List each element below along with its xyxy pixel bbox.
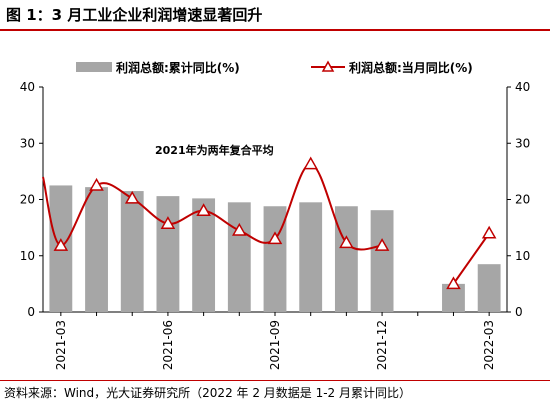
source-note: 资料来源：Wind，光大证券研究所（2022 年 2 月数据是 1-2 月累计同… [4, 386, 412, 400]
line-marker [196, 203, 211, 216]
legend-line-marker [321, 60, 335, 72]
x-ticks: 2021-03 2021-06 2021-09 2021-12 2022-03 [54, 312, 496, 370]
legend-bar-label: 利润总额:累计同比(%) [116, 60, 240, 75]
y-tick-label-right: 10 [515, 249, 530, 263]
y-ticks-left: 0 10 20 30 40 [20, 80, 43, 319]
bar [192, 198, 216, 312]
y-tick-label-left: 10 [20, 249, 35, 263]
bar [156, 196, 180, 312]
bar [477, 264, 501, 312]
y-tick-label-left: 40 [20, 80, 35, 94]
line-marker [160, 216, 176, 229]
y-tick-label-left: 30 [20, 136, 35, 150]
bar [227, 202, 251, 312]
legend-bar-swatch [76, 62, 112, 72]
chart-annotation: 2021年为两年复合平均 [155, 143, 274, 157]
y-tick-label-left: 0 [27, 305, 35, 319]
figure-title: 图 1：3 月工业企业利润增速显著回升 [6, 6, 263, 24]
bar [299, 202, 323, 312]
line-marker [339, 235, 354, 249]
line-marker [124, 190, 140, 204]
line-marker [303, 156, 318, 170]
bar [263, 206, 287, 312]
title-rule [0, 29, 550, 31]
bar-series [49, 185, 501, 312]
bar [334, 206, 358, 312]
y-tick-label-right: 40 [515, 80, 530, 94]
bottom-rule [0, 380, 550, 381]
legend: 利润总额:累计同比(%) 利润总额:当月同比(%) [76, 60, 473, 75]
y-tick-label-left: 20 [20, 193, 35, 207]
line-marker [374, 238, 390, 251]
line-markers [53, 156, 497, 290]
line-marker [53, 238, 69, 251]
y-tick-label-right: 20 [515, 193, 530, 207]
x-tick-label: 2021-06 [161, 320, 175, 370]
line-marker [232, 222, 247, 236]
bar [120, 191, 144, 312]
x-tick-label: 2022-03 [482, 320, 496, 370]
x-tick-label: 2021-03 [54, 320, 68, 370]
legend-line-label: 利润总额:当月同比(%) [349, 60, 473, 75]
line-marker [267, 231, 283, 245]
bar [85, 187, 108, 312]
line-marker [89, 177, 104, 191]
x-tick-label: 2021-12 [375, 320, 389, 370]
bar [370, 210, 394, 312]
y-ticks-right: 0 10 20 30 40 [507, 80, 530, 319]
y-tick-label-right: 30 [515, 136, 530, 150]
line-marker [446, 276, 461, 290]
chart-area: 利润总额:累计同比(%) 利润总额:当月同比(%) 0 10 20 30 40 0 10 2… [20, 60, 531, 370]
bar [442, 283, 465, 312]
line-marker [481, 225, 497, 239]
x-tick-label: 2021-09 [268, 320, 282, 370]
y-tick-label-right: 0 [515, 305, 523, 319]
